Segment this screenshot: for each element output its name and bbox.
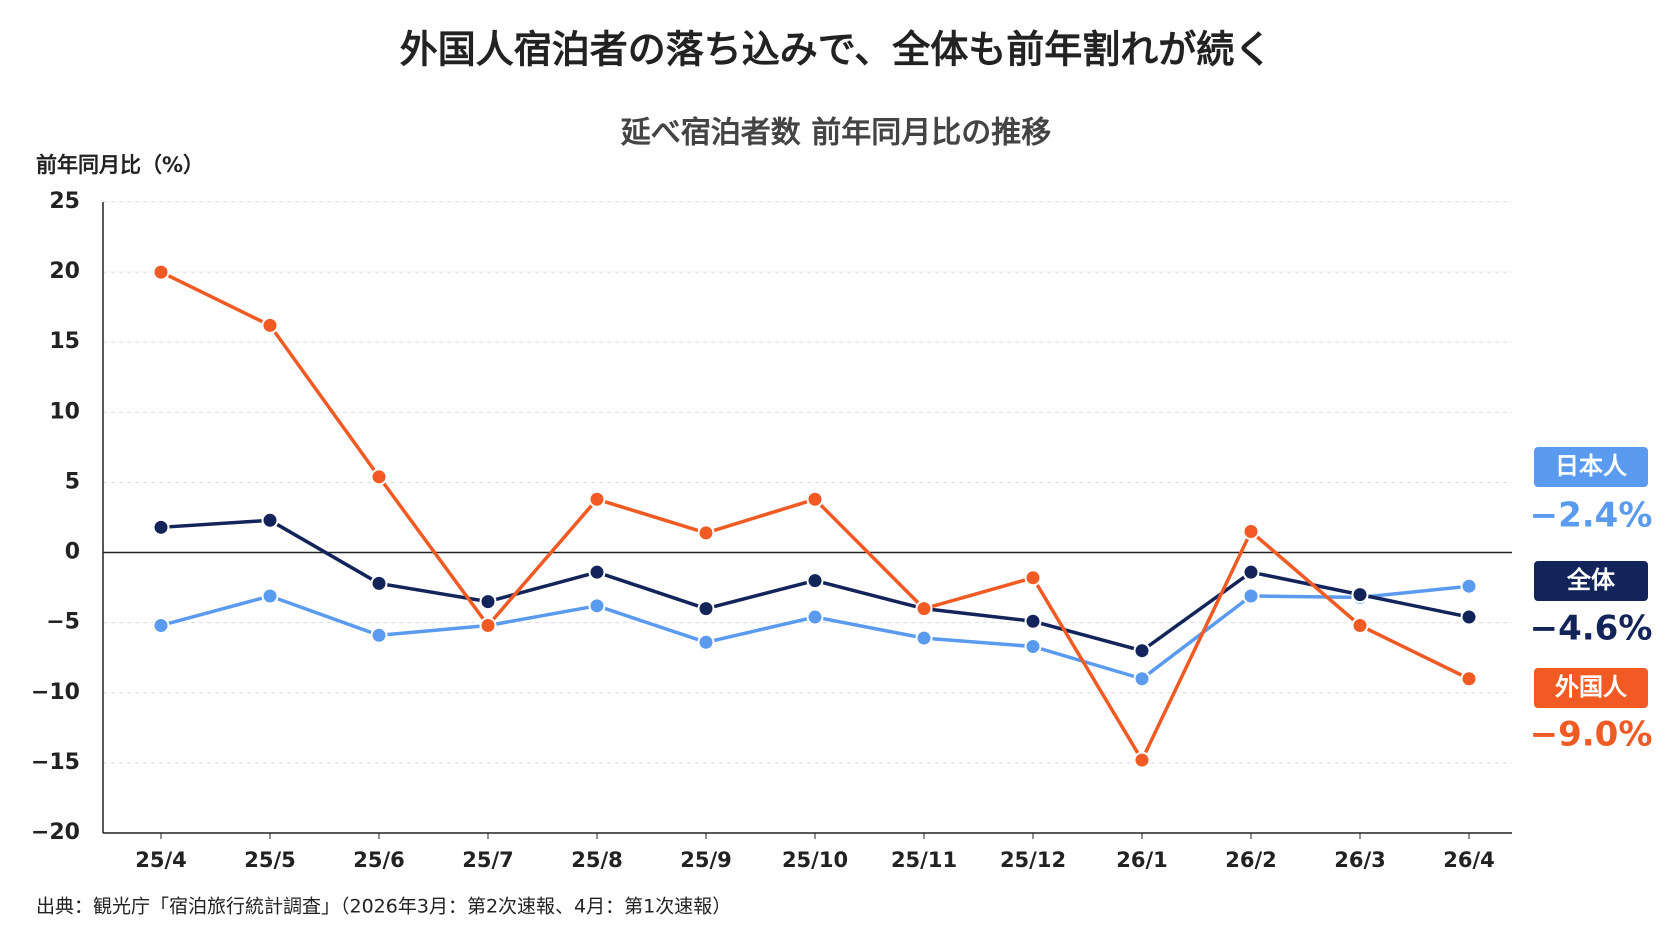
data-point (588, 563, 606, 581)
end-value-label: −2.4% (1530, 496, 1653, 536)
data-point (915, 600, 933, 618)
data-point (479, 616, 497, 634)
series-line (160, 584, 1470, 681)
chart-title: 外国人宿泊者の落ち込みで、全体も前年割れが続く (400, 28, 1272, 72)
data-point (152, 616, 170, 634)
x-tick-label: 25/5 (244, 848, 296, 872)
legend-label: 外国人 (1555, 673, 1627, 701)
y-tick-label: 15 (49, 329, 80, 354)
end-value-label: −9.0% (1530, 715, 1653, 755)
data-point (370, 574, 388, 592)
legend-label: 全体 (1566, 566, 1616, 594)
data-point (697, 600, 715, 618)
data-point (1460, 670, 1478, 688)
data-point (370, 626, 388, 644)
data-point (1460, 577, 1478, 595)
data-point (1351, 616, 1369, 634)
y-tick-label: −5 (46, 610, 80, 635)
data-point (1133, 642, 1151, 660)
legend-badge (1534, 561, 1648, 601)
x-tick-label: 25/9 (680, 848, 732, 872)
y-tick-label: 25 (49, 189, 80, 214)
x-tick-label: 26/3 (1334, 848, 1386, 872)
data-point (1024, 569, 1042, 587)
data-point (1351, 586, 1369, 604)
end-value-label: −4.6% (1530, 609, 1653, 649)
data-point (261, 316, 279, 334)
x-tick-label: 25/7 (462, 848, 514, 872)
x-tick-label: 25/10 (782, 848, 848, 872)
data-point (806, 490, 824, 508)
y-axis-label: 前年同月比（%） (36, 153, 204, 177)
data-point (479, 593, 497, 611)
data-point (1133, 751, 1151, 769)
legend-label: 日本人 (1555, 452, 1627, 480)
y-tick-label: 20 (49, 259, 80, 284)
series-line (160, 270, 1470, 764)
data-point (1242, 563, 1260, 581)
data-point (806, 572, 824, 590)
chart-subtitle: 延べ宿泊者数 前年同月比の推移 (620, 116, 1051, 151)
x-tick-label: 25/6 (353, 848, 405, 872)
data-point (1242, 587, 1260, 605)
legend-entry: 日本人 −2.4% (1530, 447, 1653, 536)
data-point (370, 468, 388, 486)
data-point (697, 633, 715, 651)
x-tick-label: 26/2 (1225, 848, 1277, 872)
data-point (1024, 638, 1042, 656)
legend-entry: 全体 −4.6% (1530, 561, 1653, 649)
x-tick-label: 25/8 (571, 848, 623, 872)
data-point (1024, 612, 1042, 630)
legend-entry: 外国人 −9.0% (1530, 668, 1653, 755)
data-point (915, 629, 933, 647)
x-tick-label: 26/4 (1443, 848, 1495, 872)
data-point (1133, 670, 1151, 688)
y-tick-label: −10 (31, 680, 80, 705)
legend-badge (1534, 447, 1648, 487)
source-note: 出典：観光庁「宿泊旅行統計調査」（2026年3月：第2次速報、4月：第1次速報） (36, 896, 731, 918)
legend-badge (1534, 668, 1648, 708)
x-tick-label: 25/12 (1000, 848, 1066, 872)
y-tick-label: 0 (65, 540, 80, 565)
data-point (697, 524, 715, 542)
x-tick-label: 26/1 (1116, 848, 1168, 872)
data-point (261, 511, 279, 529)
y-tick-label: 5 (65, 469, 80, 494)
x-tick-label: 25/11 (891, 848, 957, 872)
data-point (588, 597, 606, 615)
data-point (1242, 523, 1260, 541)
data-point (261, 587, 279, 605)
data-point (152, 518, 170, 536)
y-tick-label: 10 (49, 399, 80, 424)
x-tick-label: 25/4 (135, 848, 187, 872)
data-point (806, 608, 824, 626)
y-tick-label: −20 (31, 820, 80, 845)
y-tick-label: −15 (31, 750, 80, 775)
data-point (1460, 608, 1478, 626)
data-point (152, 263, 170, 281)
data-point (588, 490, 606, 508)
